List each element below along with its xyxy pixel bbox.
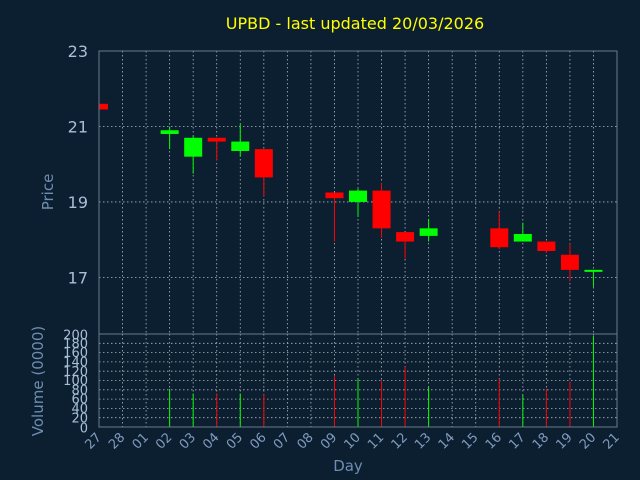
day-tick-label: 07	[271, 430, 293, 452]
candle-body	[160, 130, 179, 135]
volume-tick-label: 0	[80, 422, 88, 437]
candle-body	[560, 254, 579, 270]
candle-body	[99, 103, 108, 110]
volume-axis-label: Volume (0000)	[29, 326, 47, 436]
volume-tick-label: 100	[63, 374, 88, 389]
day-tick-label: 12	[389, 430, 411, 452]
volume-tick-label: 160	[63, 346, 88, 361]
day-tick-label: 01	[130, 430, 152, 452]
day-tick-label: 06	[247, 430, 269, 452]
day-tick-label: 08	[294, 430, 316, 452]
chart-title: UPBD - last updated 20/03/2026	[226, 14, 484, 33]
volume-tick-label: 180	[63, 337, 88, 352]
x-axis-label: Day	[333, 457, 363, 475]
day-tick-label: 13	[412, 430, 434, 452]
candle-body	[372, 190, 391, 229]
day-tick-label: 02	[153, 430, 175, 452]
volume-tick-label: 80	[71, 383, 88, 398]
price-tick-label: 23	[68, 42, 88, 61]
volume-tick-label: 40	[71, 402, 88, 417]
candle-body	[349, 190, 367, 202]
price-tick-label: 21	[68, 117, 88, 136]
day-tick-label: 16	[483, 430, 505, 452]
volume-plot-frame	[98, 333, 618, 428]
candle-body	[584, 269, 603, 272]
volume-tick-label: 140	[63, 355, 88, 370]
day-tick-label: 21	[601, 430, 623, 452]
day-tick-label: 11	[365, 430, 387, 452]
candle-body	[207, 137, 226, 142]
candle-body	[490, 228, 509, 248]
day-tick-label: 04	[200, 430, 222, 452]
price-axis-label: Price	[39, 174, 57, 211]
candle-body	[231, 141, 250, 151]
candle-body	[396, 232, 415, 242]
day-tick-label: 09	[318, 430, 340, 452]
candle-body	[254, 149, 273, 178]
candle-body	[537, 241, 556, 251]
day-tick-label: 19	[553, 430, 575, 452]
day-tick-label: 15	[459, 430, 481, 452]
day-tick-label: 17	[506, 430, 528, 452]
day-tick-label: 20	[577, 430, 599, 452]
volume-tick-label: 60	[71, 393, 88, 408]
day-tick-label: 05	[224, 430, 246, 452]
day-tick-label: 03	[177, 430, 199, 452]
day-tick-label: 28	[106, 430, 128, 452]
day-tick-label: 10	[342, 430, 364, 452]
price-tick-label: 19	[68, 193, 88, 212]
volume-tick-label: 120	[63, 365, 88, 380]
volume-tick-label: 200	[63, 329, 88, 344]
price-tick-label: 17	[68, 268, 88, 287]
grid-lines	[99, 51, 617, 427]
volume-tick-label: 20	[71, 411, 88, 426]
day-tick-label: 14	[436, 430, 458, 452]
day-tick-label: 18	[530, 430, 552, 452]
candle-body	[325, 192, 344, 199]
candle-body	[513, 234, 532, 242]
candle-body	[419, 228, 438, 236]
candle-body	[184, 137, 203, 157]
